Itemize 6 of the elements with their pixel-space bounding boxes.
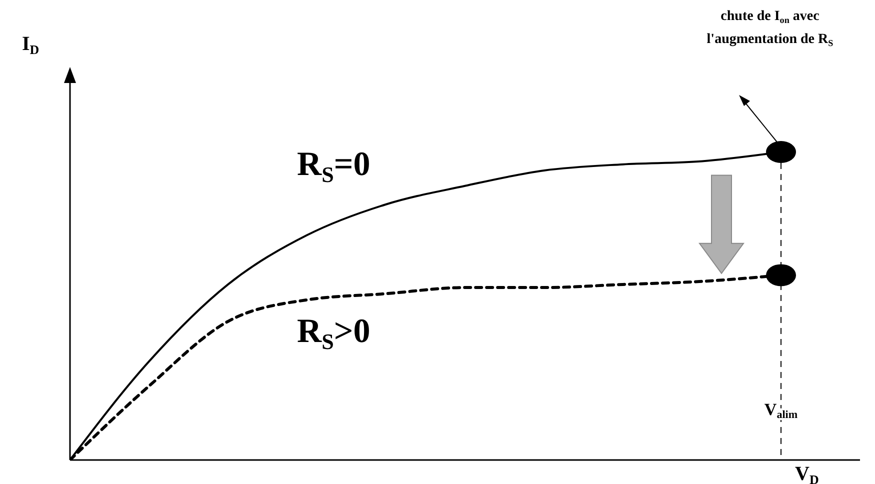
text: chute de I$_{on}$ avec l'augmentation de R$_{S}$ [706, 9, 834, 48]
x-axis-title: V$_{D}$ [795, 463, 819, 484]
series-label: R$_{S}$>0 [297, 312, 370, 354]
series-label: R$_{S}$=0 [297, 146, 370, 187]
y-axis-title: I$_{D}$ [22, 33, 40, 57]
text: V$_{alim}$ [764, 400, 798, 422]
